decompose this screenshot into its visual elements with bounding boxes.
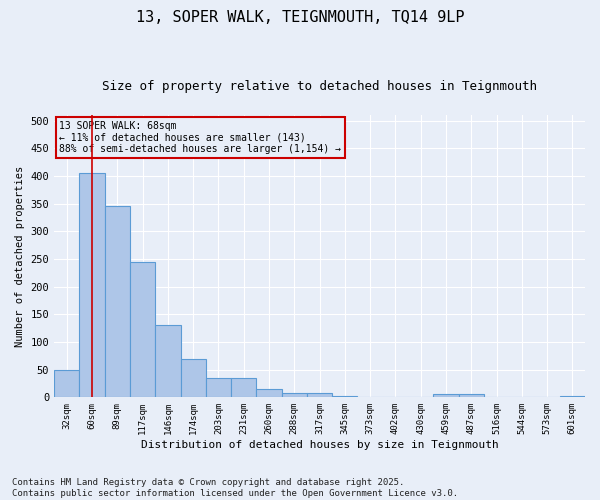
Bar	[281, 394, 307, 398]
Bar	[458, 394, 484, 398]
Bar	[332, 396, 358, 398]
Bar	[231, 378, 256, 398]
Bar	[105, 206, 130, 398]
Y-axis label: Number of detached properties: Number of detached properties	[15, 166, 25, 347]
Title: Size of property relative to detached houses in Teignmouth: Size of property relative to detached ho…	[102, 80, 537, 93]
X-axis label: Distribution of detached houses by size in Teignmouth: Distribution of detached houses by size …	[141, 440, 499, 450]
Text: 13, SOPER WALK, TEIGNMOUTH, TQ14 9LP: 13, SOPER WALK, TEIGNMOUTH, TQ14 9LP	[136, 10, 464, 25]
Text: Contains HM Land Registry data © Crown copyright and database right 2025.
Contai: Contains HM Land Registry data © Crown c…	[12, 478, 458, 498]
Bar	[206, 378, 231, 398]
Bar	[307, 394, 332, 398]
Bar	[130, 262, 155, 398]
Bar	[155, 326, 181, 398]
Bar	[54, 370, 79, 398]
Text: 13 SOPER WALK: 68sqm
← 11% of detached houses are smaller (143)
88% of semi-deta: 13 SOPER WALK: 68sqm ← 11% of detached h…	[59, 120, 341, 154]
Bar	[560, 396, 585, 398]
Bar	[181, 358, 206, 398]
Bar	[433, 394, 458, 398]
Bar	[256, 389, 281, 398]
Bar	[79, 173, 105, 398]
